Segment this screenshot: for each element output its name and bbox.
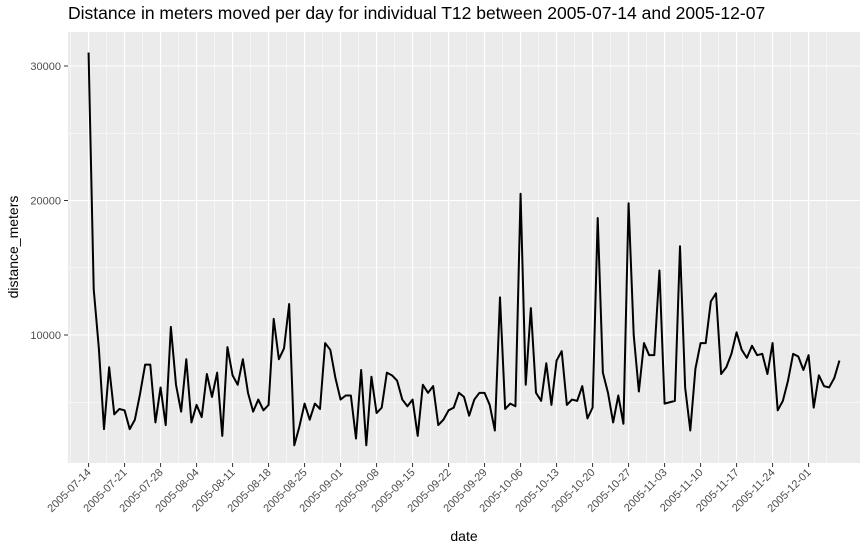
y-tick-label: 20000 bbox=[30, 196, 61, 208]
minor-grid bbox=[68, 32, 860, 463]
y-tick-label: 30000 bbox=[30, 61, 61, 73]
major-grid bbox=[68, 32, 860, 463]
y-tick-label: 10000 bbox=[30, 330, 61, 342]
y-axis: 10000 20000 30000 bbox=[30, 61, 68, 342]
chart-title: Distance in meters moved per day for ind… bbox=[68, 3, 766, 23]
x-axis: 2005-07-142005-07-212005-07-282005-08-04… bbox=[45, 463, 814, 515]
y-axis-title: distance_meters bbox=[5, 196, 21, 299]
x-axis-title: date bbox=[450, 528, 477, 544]
series-line bbox=[87, 52, 841, 447]
plot-panel bbox=[68, 32, 860, 463]
